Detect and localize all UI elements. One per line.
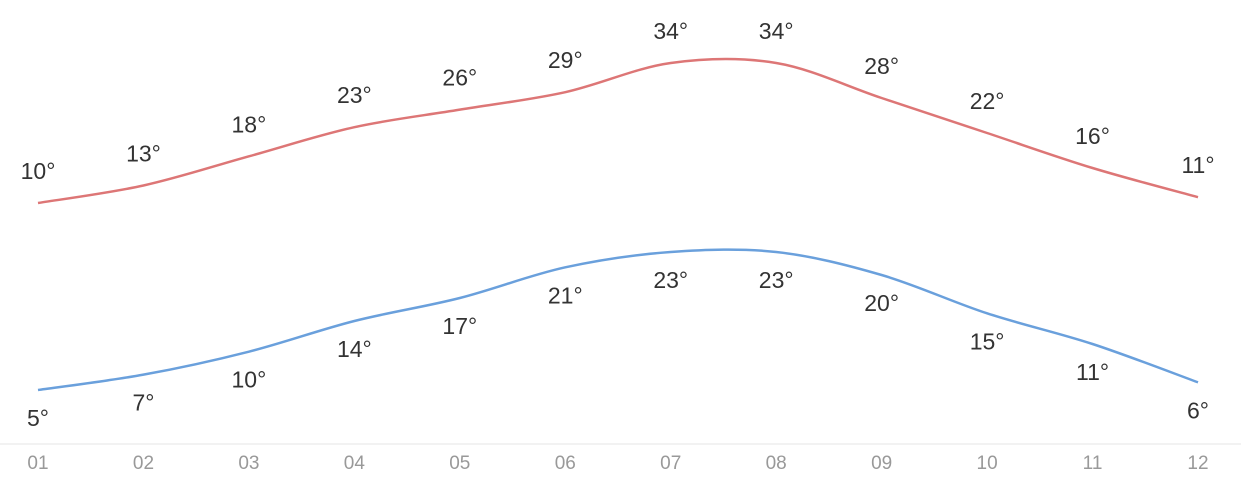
- x-tick-label: 12: [1187, 453, 1208, 474]
- value-label: 5°: [27, 405, 49, 431]
- value-label: 16°: [1075, 123, 1110, 149]
- x-tick-label: 03: [238, 453, 259, 474]
- series-line: [37, 57, 1199, 205]
- x-tick-label: 06: [555, 453, 576, 474]
- x-tick-label: 08: [766, 453, 787, 474]
- value-label: 29°: [548, 47, 583, 73]
- value-label: 18°: [232, 111, 267, 137]
- x-tick-label: 05: [449, 453, 470, 474]
- value-label: 10°: [232, 367, 267, 393]
- value-label: 17°: [442, 313, 477, 339]
- value-label: 22°: [970, 88, 1005, 114]
- value-label: 11°: [1076, 359, 1109, 385]
- value-label: 11°: [1181, 152, 1214, 178]
- value-label: 26°: [442, 65, 477, 91]
- value-label: 23°: [653, 267, 688, 293]
- value-label: 13°: [126, 141, 161, 167]
- value-label: 6°: [1187, 397, 1209, 423]
- x-tick-label: 01: [27, 453, 48, 474]
- x-tick-label: 10: [977, 453, 998, 474]
- value-label: 28°: [864, 53, 899, 79]
- value-label: 20°: [864, 290, 899, 316]
- x-tick-label: 09: [871, 453, 892, 474]
- x-tick-label: 04: [344, 453, 366, 474]
- value-label: 21°: [548, 282, 583, 308]
- x-tick-label: 02: [133, 453, 154, 474]
- value-label: 23°: [337, 82, 372, 108]
- series-line: [37, 248, 1199, 392]
- value-label: 7°: [132, 390, 154, 416]
- value-label: 10°: [21, 158, 56, 184]
- x-tick-label: 11: [1083, 453, 1103, 474]
- value-label: 23°: [759, 267, 794, 293]
- value-label: 34°: [653, 18, 688, 44]
- value-label: 14°: [337, 336, 372, 362]
- value-label: 34°: [759, 18, 794, 44]
- value-label: 15°: [970, 328, 1005, 354]
- x-tick-label: 07: [660, 453, 681, 474]
